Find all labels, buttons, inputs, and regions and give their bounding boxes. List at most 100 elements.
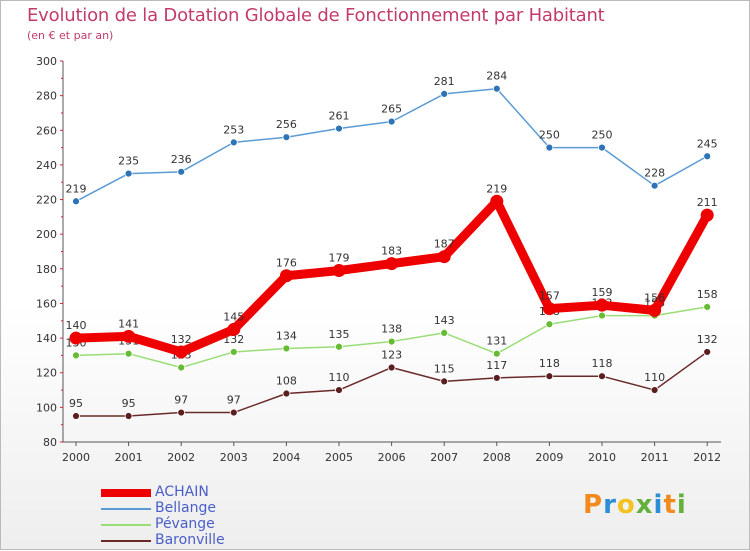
data-point xyxy=(385,257,399,271)
y-tick-label: 160 xyxy=(36,297,57,310)
data-point xyxy=(72,197,80,206)
data-label: 123 xyxy=(381,349,402,362)
data-label: 176 xyxy=(276,257,297,270)
data-label: 135 xyxy=(329,328,350,341)
x-tick-label: 2007 xyxy=(430,451,458,464)
data-point xyxy=(229,408,238,417)
y-tick-label: 280 xyxy=(36,90,57,103)
data-point xyxy=(227,322,241,336)
data-label: 134 xyxy=(276,329,297,342)
data-label: 183 xyxy=(381,245,402,258)
data-point xyxy=(437,250,451,264)
data-point xyxy=(177,167,186,176)
data-point xyxy=(72,412,80,420)
data-label: 132 xyxy=(697,333,718,346)
data-point xyxy=(700,208,714,222)
data-label: 110 xyxy=(644,371,665,384)
proxiti-logo: Proxiti xyxy=(583,490,687,520)
y-tick-label: 260 xyxy=(36,124,57,137)
x-tick-label: 2010 xyxy=(588,451,616,464)
data-label: 236 xyxy=(171,153,192,166)
data-label: 95 xyxy=(122,397,136,410)
x-tick-label: 2001 xyxy=(115,451,143,464)
data-label: 245 xyxy=(697,137,718,150)
data-point xyxy=(335,124,343,133)
legend-swatch xyxy=(101,540,151,542)
data-point xyxy=(69,331,83,345)
data-label: 250 xyxy=(592,129,613,142)
y-tick-label: 240 xyxy=(36,159,57,172)
data-label: 211 xyxy=(697,196,718,209)
x-tick-label: 2002 xyxy=(167,451,195,464)
x-tick-label: 2006 xyxy=(378,451,406,464)
data-label: 95 xyxy=(69,397,83,410)
data-label: 250 xyxy=(539,129,560,142)
legend-swatch xyxy=(101,489,151,497)
data-label: 145 xyxy=(223,310,244,323)
data-label: 256 xyxy=(276,118,297,131)
y-tick-label: 180 xyxy=(36,263,57,276)
data-point xyxy=(545,372,554,381)
data-point xyxy=(124,412,133,420)
data-label: 97 xyxy=(174,394,188,407)
y-tick-label: 120 xyxy=(36,367,57,380)
data-label: 131 xyxy=(486,335,507,348)
x-tick-label: 2005 xyxy=(325,451,353,464)
data-point xyxy=(282,389,291,398)
data-label: 159 xyxy=(592,286,613,299)
y-tick-label: 300 xyxy=(36,55,57,68)
data-label: 132 xyxy=(171,333,192,346)
data-point xyxy=(598,311,606,320)
data-point xyxy=(650,181,659,190)
data-point xyxy=(72,351,80,360)
x-tick-label: 2004 xyxy=(272,451,300,464)
data-label: 110 xyxy=(329,371,350,384)
data-point xyxy=(335,342,343,351)
data-point xyxy=(492,349,501,358)
data-point xyxy=(440,377,449,386)
data-point xyxy=(490,194,504,208)
data-point xyxy=(542,302,556,316)
y-tick-label: 80 xyxy=(43,436,57,449)
series-line-baronville xyxy=(75,351,708,417)
data-point xyxy=(595,298,609,312)
data-label: 140 xyxy=(66,319,87,332)
data-label: 138 xyxy=(381,323,402,336)
chart-subtitle: (en € et par an) xyxy=(27,29,114,42)
data-point xyxy=(174,345,188,359)
data-point xyxy=(122,329,136,343)
data-point xyxy=(229,138,238,147)
data-point xyxy=(282,344,291,353)
data-label: 141 xyxy=(118,317,139,330)
data-point xyxy=(229,348,238,356)
legend-swatch xyxy=(101,508,151,510)
data-point xyxy=(492,84,501,93)
data-point xyxy=(124,349,133,358)
data-point xyxy=(598,143,606,152)
legend-label: Bellange xyxy=(155,500,216,516)
x-tick-label: 2009 xyxy=(535,451,563,464)
data-label: 235 xyxy=(118,155,139,168)
data-label: 156 xyxy=(644,291,665,304)
data-point xyxy=(598,372,606,381)
data-label: 108 xyxy=(276,375,297,388)
data-point xyxy=(282,133,291,142)
data-label: 219 xyxy=(486,182,507,195)
data-point xyxy=(279,269,293,283)
data-point xyxy=(332,264,346,278)
data-label: 228 xyxy=(644,167,665,180)
data-label: 265 xyxy=(381,103,402,116)
data-label: 281 xyxy=(434,75,455,88)
y-tick-label: 140 xyxy=(36,332,57,345)
data-point xyxy=(387,337,396,346)
data-label: 117 xyxy=(486,359,507,372)
data-label: 118 xyxy=(592,357,613,370)
data-label: 115 xyxy=(434,362,455,375)
data-label: 284 xyxy=(486,70,507,83)
x-tick-label: 2012 xyxy=(693,451,721,464)
data-label: 261 xyxy=(329,110,350,123)
legend-label: Baronville xyxy=(155,532,225,548)
data-label: 179 xyxy=(329,252,350,265)
data-label: 97 xyxy=(227,394,241,407)
